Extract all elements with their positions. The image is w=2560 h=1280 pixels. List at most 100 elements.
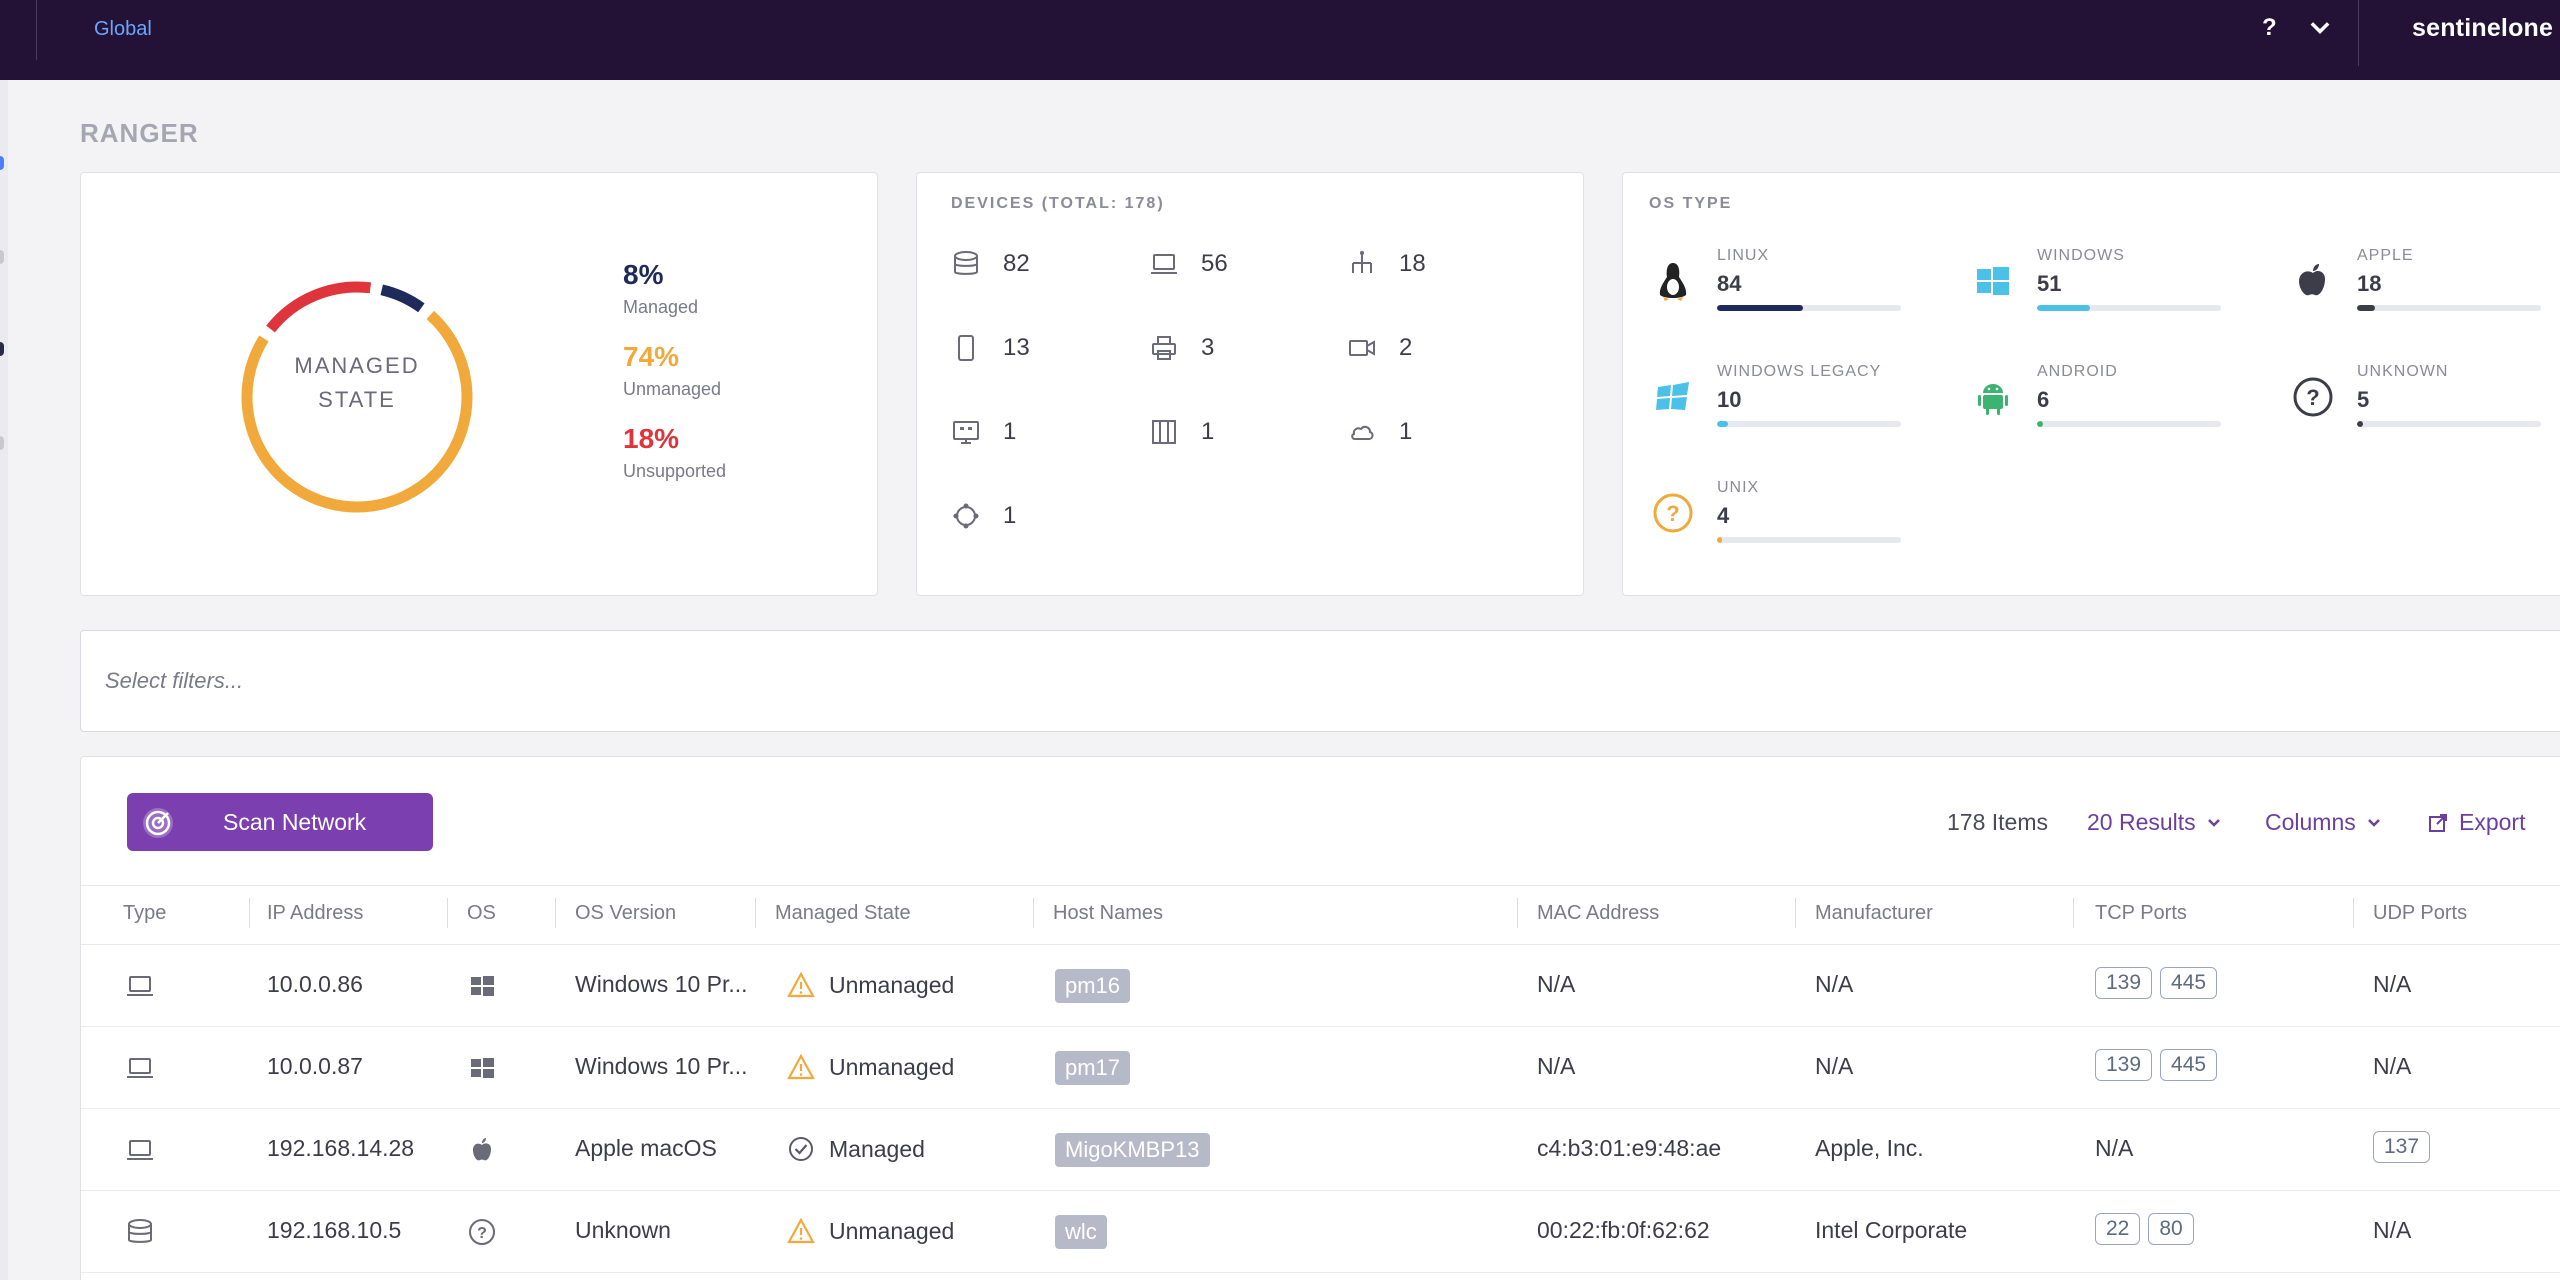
mac-address: c4:b3:01:e9:48:ae [1537,1135,1722,1161]
donut-center-line: MANAGED [294,353,420,378]
device-count: 13 [1003,334,1030,361]
os-name: LINUX [1717,247,1770,264]
manufacturer: N/A [1815,971,1854,997]
rail-item[interactable] [0,436,4,450]
results-per-page-dropdown[interactable]: 20 Results [2087,809,2222,836]
os-windows-legacy[interactable]: WINDOWS LEGACY 10 [1651,363,1911,443]
host-name-chip[interactable]: wlc [1055,1215,1107,1249]
scan-network-button[interactable]: Scan Network [127,793,433,851]
export-button[interactable]: Export [2427,809,2525,836]
udp-port-chip[interactable]: 137 [2373,1131,2431,1163]
tcp-port-chip[interactable]: 80 [2148,1213,2194,1245]
column-divider[interactable] [1033,898,1034,928]
os-linux[interactable]: LINUX 84 [1651,247,1911,327]
camera-icon [1349,340,1375,356]
device-type-printer[interactable]: 3 [1149,333,1214,363]
divider [36,0,37,60]
column-header[interactable]: Managed State [775,902,911,924]
column-header[interactable]: TCP Ports [2095,902,2187,924]
unix-icon: ? [1653,493,1693,533]
os-type-label: OS TYPE [1649,195,1733,212]
column-header[interactable]: IP Address [267,902,364,924]
unmanaged-label: Unmanaged [623,379,722,399]
tcp-port-chip[interactable]: 22 [2095,1213,2141,1245]
manufacturer: Apple, Inc. [1815,1135,1924,1161]
column-header[interactable]: UDP Ports [2373,902,2468,924]
column-header[interactable]: Manufacturer [1815,902,1933,924]
server-icon [954,251,978,275]
column-header[interactable]: MAC Address [1537,902,1660,924]
device-type-camera[interactable]: 2 [1347,333,1412,363]
rail-item-active[interactable] [0,156,4,170]
table-row[interactable]: 10.0.0.86 Windows 10 Pr... Unmanaged pm1… [81,945,2560,1027]
device-type-cloud[interactable]: 1 [1347,417,1412,447]
os-apple[interactable]: APPLE 18 [2291,247,2551,327]
device-type-storage[interactable]: 1 [1149,417,1214,447]
os-android[interactable]: ANDROID 6 [1971,363,2231,443]
os-windows[interactable]: WINDOWS 51 [1971,247,2231,327]
device-count: 18 [1399,250,1426,277]
column-header[interactable]: Host Names [1053,902,1164,924]
tcp-port-chip[interactable]: 139 [2095,967,2153,999]
device-type-mobile[interactable]: 13 [951,333,1030,363]
scope-selector[interactable]: Global [94,18,152,40]
column-divider[interactable] [447,898,448,928]
os-progress-fill [1717,537,1722,543]
device-type-laptop[interactable]: 56 [1149,249,1228,279]
mac-address: N/A [1537,1053,1576,1079]
host-name-chip[interactable]: pm16 [1055,969,1131,1003]
host-name-chip[interactable]: pm17 [1055,1051,1131,1085]
column-divider[interactable] [249,898,250,928]
managed-state-label: Managed [829,1135,925,1162]
column-divider[interactable] [2353,898,2354,928]
column-header[interactable]: Type [123,902,167,924]
table-row[interactable]: 192.168.14.28 Apple macOS Managed MigoKM… [81,1109,2560,1191]
device-count: 56 [1201,250,1228,277]
device-type-display[interactable]: 1 [951,417,1016,447]
device-count: 1 [1201,418,1215,445]
left-rail [0,80,8,1280]
udp-ports: N/A [2373,971,2412,997]
windows-legacy-icon [1656,382,1689,410]
cloud-icon [1351,425,1374,440]
tcp-ports: 139 445 [2095,1049,2225,1081]
device-type-server[interactable]: 82 [951,249,1030,279]
column-header[interactable]: OS [467,902,496,924]
table-row[interactable]: 192.168.10.5 ? Unknown Unmanaged wlc 00:… [81,1191,2560,1273]
column-divider[interactable] [755,898,756,928]
rail-item[interactable] [0,250,4,264]
table-row[interactable]: 10.0.0.87 Windows 10 Pr... Unmanaged pm1… [81,1027,2560,1109]
host-name-chip[interactable]: MigoKMBP13 [1055,1133,1210,1167]
donut-segment [241,310,473,513]
os-cell: ? [467,1217,497,1253]
unsupported-label: Unsupported [623,461,727,481]
donut-center-label: MANAGED STATE [229,349,485,417]
device-type-network[interactable]: 18 [1347,249,1426,279]
columns-dropdown[interactable]: Columns [2265,809,2382,836]
os-unix[interactable]: ? UNIX 4 [1651,479,1911,559]
device-type-iot[interactable]: 1 [951,501,1016,531]
os-count: 4 [1717,503,1730,528]
rail-item[interactable] [0,342,4,356]
filter-input[interactable] [105,661,2505,701]
os-name: WINDOWS [2037,247,2125,264]
column-divider[interactable] [1517,898,1518,928]
help-icon[interactable]: ? [2262,14,2277,41]
tcp-port-chip[interactable]: 139 [2095,1049,2153,1081]
column-divider[interactable] [1795,898,1796,928]
column-header[interactable]: OS Version [575,902,677,924]
managed-state-label: Unmanaged [829,1053,955,1080]
laptop-icon [127,976,153,996]
os-unknown[interactable]: ? UNKNOWN 5 [2291,363,2551,443]
svg-text:?: ? [1666,501,1679,526]
storage-icon [1152,420,1176,444]
managed-state: Managed [787,1135,925,1163]
donut-segment [380,284,425,313]
tcp-port-chip[interactable]: 445 [2160,967,2218,999]
columns-label: Columns [2265,809,2356,835]
tcp-port-chip[interactable]: 445 [2160,1049,2218,1081]
chevron-down-icon[interactable] [2306,14,2334,42]
column-divider[interactable] [2073,898,2074,928]
managed-state-card: MANAGED STATE 8% Managed 74% Unmanaged 1… [80,172,878,596]
column-divider[interactable] [555,898,556,928]
